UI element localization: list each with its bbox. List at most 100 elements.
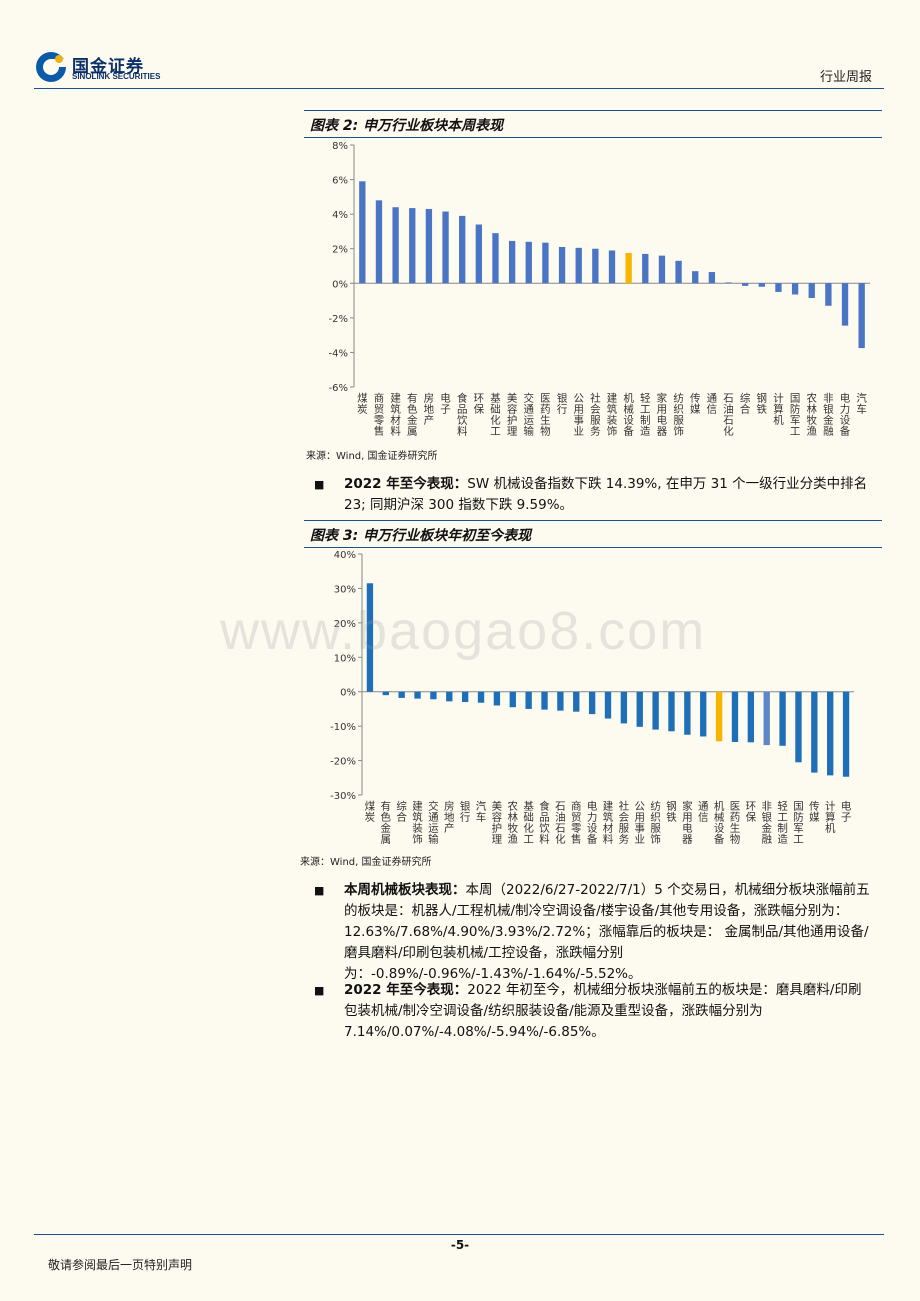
disclaimer-note: 敬请参阅最后一页特别声明 bbox=[48, 1258, 193, 1272]
x-tick-label: 银行 bbox=[557, 392, 568, 416]
x-tick-label: 基础化工 bbox=[523, 800, 534, 846]
bullet-icon: ■ bbox=[314, 984, 325, 997]
page-header: 国金证券 SINOLINK SECURITIES 行业周报 bbox=[0, 0, 920, 90]
y-tick-label: -6% bbox=[329, 383, 348, 394]
bar-12 bbox=[558, 246, 566, 284]
bar-14 bbox=[588, 691, 596, 715]
bar-3 bbox=[414, 691, 421, 699]
bar-25 bbox=[763, 691, 770, 746]
x-tick-label: 农林牧渔 bbox=[508, 800, 519, 846]
bar-0 bbox=[366, 583, 374, 692]
bullet-icon: ■ bbox=[314, 884, 325, 897]
x-tick-label: 钢铁 bbox=[757, 392, 768, 416]
x-tick-label: 纺织服饰 bbox=[650, 800, 661, 846]
page-number: -5- bbox=[450, 1238, 470, 1252]
bar-21 bbox=[708, 272, 716, 284]
x-tick-label: 银行 bbox=[460, 800, 471, 824]
bar-1 bbox=[382, 691, 389, 696]
x-tick-label: 公用事业 bbox=[634, 801, 645, 846]
bar-9 bbox=[509, 691, 516, 708]
figure-2-source: 来源：Wind, 国金证券研究所 bbox=[306, 451, 438, 462]
bar-4 bbox=[425, 208, 433, 284]
bar-14 bbox=[592, 248, 599, 284]
bar-4 bbox=[430, 691, 437, 700]
x-tick-label: 钢铁 bbox=[666, 800, 677, 824]
paragraph-text: 2022 年初至今，机械细分板块涨幅前五的板块是：磨具磨料/印刷包装机械/制冷空… bbox=[344, 982, 862, 1040]
bar-27 bbox=[795, 691, 802, 763]
y-tick-label: 10% bbox=[334, 653, 356, 664]
x-tick-label: 食品饮料 bbox=[539, 800, 550, 846]
figure-2-title: 图表 2: 申万行业板块本周表现 bbox=[310, 118, 504, 134]
bar-7 bbox=[475, 224, 483, 284]
bar-22 bbox=[715, 691, 723, 742]
bar-22 bbox=[725, 282, 732, 284]
x-tick-label: 建筑材料 bbox=[390, 392, 401, 438]
x-tick-label: 国防军工 bbox=[790, 393, 801, 438]
bullet-icon: ■ bbox=[314, 478, 325, 491]
bar-13 bbox=[573, 691, 580, 712]
x-tick-label: 轻工制造 bbox=[777, 800, 788, 846]
bar-9 bbox=[508, 240, 516, 284]
x-tick-label: 房地产 bbox=[424, 392, 435, 427]
x-tick-label: 建筑材料 bbox=[603, 800, 614, 846]
x-tick-label: 环保 bbox=[746, 801, 757, 824]
paragraph-lead: 2022 年至今表现： bbox=[344, 982, 468, 998]
y-tick-label: 4% bbox=[332, 210, 348, 221]
x-tick-label: 环保 bbox=[474, 393, 485, 416]
x-tick-label: 基础化工 bbox=[490, 392, 501, 438]
paragraph-lead: 2022 年至今表现： bbox=[344, 476, 468, 492]
figure-3-title-bar: 图表 3: 申万行业板块年初至今表现 bbox=[304, 520, 882, 548]
paragraph-lead: 本周机械板块表现： bbox=[344, 882, 466, 898]
bar-20 bbox=[684, 691, 691, 735]
x-tick-label: 煤炭 bbox=[365, 800, 376, 824]
bar-28 bbox=[811, 691, 818, 773]
x-tick-label: 石油石化 bbox=[555, 801, 566, 846]
x-tick-label: 食品饮料 bbox=[457, 392, 468, 438]
logo-mark-icon bbox=[36, 52, 66, 82]
bar-30 bbox=[858, 283, 865, 349]
bar-3 bbox=[409, 208, 416, 284]
bar-10 bbox=[525, 241, 532, 284]
x-tick-label: 非银金融 bbox=[761, 801, 772, 846]
x-tick-label: 传媒 bbox=[690, 393, 701, 416]
y-tick-label: -30% bbox=[330, 791, 356, 802]
x-tick-label: 电子 bbox=[440, 392, 451, 416]
x-tick-label: 轻工制造 bbox=[640, 392, 651, 438]
x-tick-label: 计算机 bbox=[773, 392, 784, 427]
figure-3-source: 来源：Wind, 国金证券研究所 bbox=[300, 857, 432, 868]
y-tick-label: 8% bbox=[332, 141, 348, 152]
x-tick-label: 家用电器 bbox=[682, 800, 693, 846]
x-tick-label: 国防军工 bbox=[793, 801, 804, 846]
bar-11 bbox=[541, 691, 548, 710]
bar-7 bbox=[477, 691, 485, 703]
bar-1 bbox=[375, 200, 383, 284]
y-tick-label: 2% bbox=[332, 245, 348, 256]
bar-8 bbox=[492, 233, 499, 284]
y-tick-label: 6% bbox=[332, 176, 348, 187]
ytd-performance-chart: -30% -20% -10% 0% 10% 20% 30% 40% 煤炭有色金属综合建筑装饰交通… bbox=[330, 550, 854, 846]
bar-2 bbox=[392, 207, 399, 284]
paragraph-ytd-subsector: ■ 2022 年至今表现：2022 年初至今，机械细分板块涨幅前五的板块是：磨具… bbox=[314, 980, 874, 1043]
y-tick-label: 0% bbox=[332, 279, 348, 290]
bar-16 bbox=[620, 691, 628, 724]
y-tick-label: -10% bbox=[330, 722, 356, 733]
x-tick-label: 有色金属 bbox=[407, 392, 418, 438]
company-logo: 国金证券 SINOLINK SECURITIES bbox=[34, 50, 174, 86]
x-tick-label: 电力设备 bbox=[587, 800, 598, 846]
x-tick-label: 通信 bbox=[698, 801, 709, 824]
x-tick-label: 美容护理 bbox=[492, 800, 503, 846]
x-tick-label: 机械设备 bbox=[623, 392, 634, 438]
bar-6 bbox=[461, 691, 469, 703]
bar-10 bbox=[525, 691, 532, 709]
bar-26 bbox=[779, 691, 786, 746]
x-tick-label: 美容护理 bbox=[507, 392, 518, 438]
x-tick-label: 有色金属 bbox=[381, 800, 392, 846]
x-tick-label: 电子 bbox=[841, 800, 852, 824]
figure-2-title-bar: 图表 2: 申万行业板块本周表现 bbox=[304, 110, 882, 138]
x-tick-label: 机械设备 bbox=[714, 800, 725, 846]
bar-16 bbox=[625, 253, 632, 284]
bar-28 bbox=[825, 283, 832, 306]
x-tick-label: 房地产 bbox=[444, 800, 455, 835]
bar-20 bbox=[692, 271, 699, 284]
bar-17 bbox=[636, 691, 643, 727]
